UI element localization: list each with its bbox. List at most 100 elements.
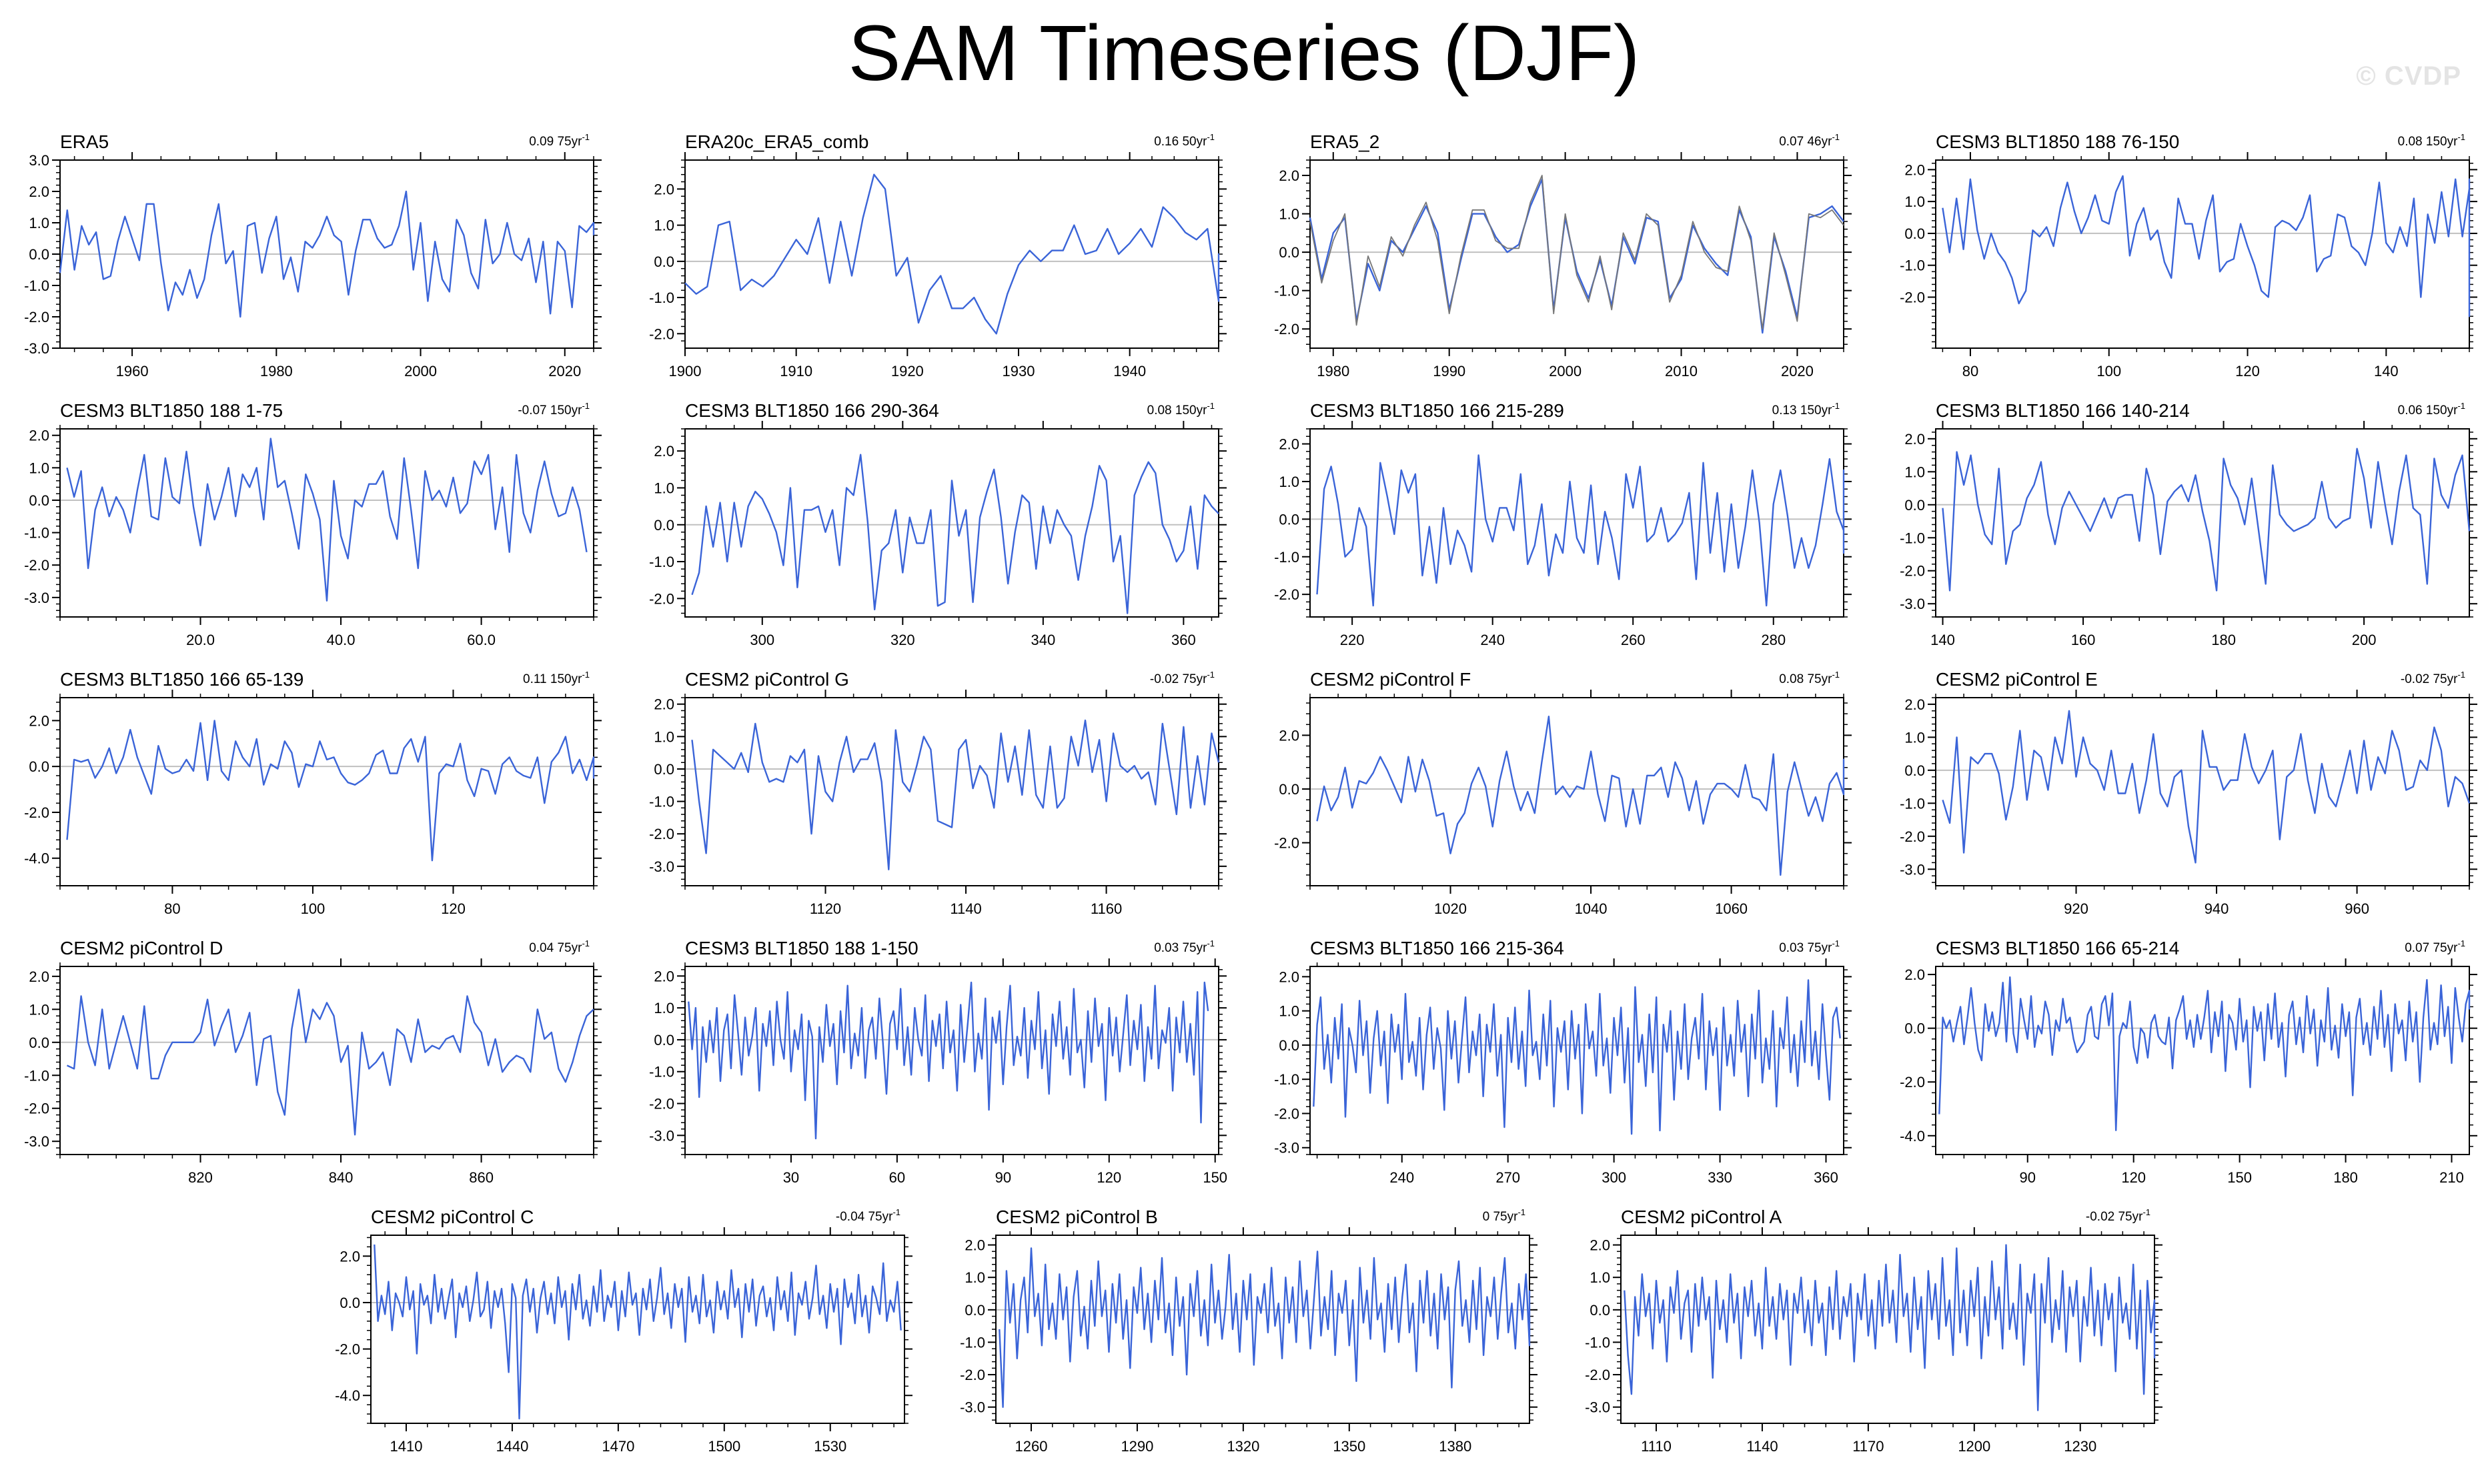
panel-trend: 0.11 150yr-1 <box>523 670 590 686</box>
y-tick-label: -4.0 <box>24 850 49 867</box>
y-tick-label: 0.0 <box>654 761 674 778</box>
y-tick-label: 2.0 <box>29 428 49 444</box>
trend-exponent: -1 <box>2457 401 2465 411</box>
x-tick-label: 2020 <box>548 363 581 380</box>
x-tick-label: 1350 <box>1333 1438 1365 1455</box>
panel-title: CESM2 piControl C <box>371 1207 534 1227</box>
panel-trend: 0.03 75yr-1 <box>1154 938 1215 955</box>
panel-title: CESM2 piControl E <box>1936 669 2098 690</box>
y-tick-label: -2.0 <box>649 826 674 842</box>
x-tick-label: 2000 <box>1549 363 1582 380</box>
x-tick-label: 140 <box>1930 632 1955 648</box>
x-tick-label: 120 <box>1097 1169 1121 1186</box>
panel-6: CESM3 BLT1850 166 290-364 0.08 150yr-1 -2.… <box>649 400 1227 648</box>
plot-frame <box>1935 697 2470 886</box>
x-tick-label: 120 <box>2121 1169 2146 1186</box>
y-tick-label: -3.0 <box>649 858 674 875</box>
y-tick-label: -3.0 <box>1900 596 1925 612</box>
x-tick-label: 120 <box>2235 363 2260 380</box>
x-tick-label: 340 <box>1031 632 1055 648</box>
trend-exponent: -1 <box>1207 670 1215 680</box>
x-tick-label: 1200 <box>1958 1438 1990 1455</box>
x-tick-label: 1140 <box>950 900 981 917</box>
y-tick-label: 3.0 <box>29 152 49 169</box>
y-tick-label: 1.0 <box>1279 474 1299 490</box>
x-tick-label: 1500 <box>708 1438 740 1455</box>
x-tick-label: 260 <box>1621 632 1646 648</box>
x-tick-label: 240 <box>1480 632 1505 648</box>
y-tick-label: -2.0 <box>1274 321 1299 337</box>
plot-frame <box>59 966 594 1155</box>
y-tick-label: -1.0 <box>649 554 674 570</box>
trend-exponent: -1 <box>1832 670 1840 680</box>
trend-exponent: -1 <box>582 132 590 142</box>
y-tick-label: 2.0 <box>1590 1237 1610 1254</box>
y-tick-label: 2.0 <box>654 968 674 984</box>
plot-frame <box>1935 966 2470 1155</box>
y-tick-label: 2.0 <box>654 696 674 713</box>
x-tick-label: 820 <box>188 1169 213 1186</box>
x-tick-label: 240 <box>1389 1169 1414 1186</box>
x-tick-label: 1920 <box>891 363 924 380</box>
y-tick-label: 2.0 <box>654 181 674 197</box>
trend-exponent: -1 <box>2457 938 2465 948</box>
panel-17: CESM2 piControl C -0.04 75yr-1 -4.0 -2.0 0.0… <box>335 1207 912 1455</box>
x-tick-label: 30 <box>783 1169 799 1186</box>
panel-title: CESM2 piControl G <box>685 669 849 690</box>
y-tick-label: 0.0 <box>1279 244 1299 261</box>
x-tick-label: 1940 <box>1113 363 1146 380</box>
x-tick-label: 150 <box>2227 1169 2252 1186</box>
y-tick-label: 0.0 <box>1590 1302 1610 1319</box>
y-tick-label: 0.0 <box>1904 225 1925 242</box>
x-tick-label: 60 <box>889 1169 905 1186</box>
y-tick-label: 2.0 <box>1279 727 1299 744</box>
panel-title: CESM3 BLT1850 188 1-150 <box>685 938 918 958</box>
y-tick-label: 0.0 <box>29 1034 49 1051</box>
y-tick-label: -1.0 <box>24 1067 49 1084</box>
x-tick-label: 330 <box>1708 1169 1732 1186</box>
y-tick-label: 0.0 <box>1904 497 1925 514</box>
plot-frame <box>684 697 1219 886</box>
plot-frame <box>1935 428 2470 618</box>
panel-trend: 0.08 75yr-1 <box>1779 670 1840 686</box>
panel-trend: -0.02 75yr-1 <box>1150 670 1215 686</box>
x-tick-label: 210 <box>2439 1169 2464 1186</box>
panel-title: ERA5 <box>60 131 109 152</box>
x-tick-label: 1990 <box>1433 363 1465 380</box>
x-tick-label: 1110 <box>1641 1438 1672 1455</box>
y-tick-label: -2.0 <box>649 325 674 342</box>
panel-trend: 0.06 150yr-1 <box>2398 401 2465 418</box>
y-tick-label: -1.0 <box>649 794 674 810</box>
panel-title: CESM2 piControl D <box>60 938 223 958</box>
x-tick-label: 280 <box>1761 632 1786 648</box>
series-line-1 <box>1624 1244 2156 1411</box>
x-tick-label: 1470 <box>602 1438 634 1455</box>
plot-frame <box>684 966 1219 1155</box>
y-tick-label: -3.0 <box>1585 1399 1610 1416</box>
trend-exponent: -1 <box>1832 938 1840 948</box>
y-tick-label: 1.0 <box>1279 206 1299 223</box>
x-tick-label: 1530 <box>814 1438 846 1455</box>
x-tick-label: 1440 <box>496 1438 528 1455</box>
y-tick-label: 2.0 <box>29 712 49 729</box>
panel-trend: -0.04 75yr-1 <box>836 1207 900 1224</box>
x-tick-label: 60.0 <box>467 632 496 648</box>
panel-trend: 0.09 75yr-1 <box>529 132 590 149</box>
y-tick-label: 0.0 <box>29 758 49 775</box>
y-tick-label: 1.0 <box>1590 1269 1610 1286</box>
panel-4: CESM3 BLT1850 188 76-150 0.08 150yr-1 -2.0… <box>1900 131 2477 380</box>
y-tick-label: 0.0 <box>965 1302 985 1319</box>
x-tick-label: 120 <box>441 900 466 917</box>
panel-trend: 0.16 50yr-1 <box>1154 132 1215 149</box>
x-tick-label: 80 <box>164 900 180 917</box>
series-line-1 <box>66 720 595 862</box>
trend-exponent: -1 <box>582 670 590 680</box>
x-tick-label: 1410 <box>390 1438 423 1455</box>
y-tick-label: 2.0 <box>1279 167 1299 184</box>
x-tick-label: 1380 <box>1439 1438 1471 1455</box>
panel-18: CESM2 piControl B 0 75yr-1 -3.0 -2.0 -1.0 0.0… <box>960 1207 1537 1455</box>
y-tick-label: -2.0 <box>1274 835 1299 852</box>
y-tick-label: 2.0 <box>654 443 674 460</box>
x-tick-label: 180 <box>2211 632 2236 648</box>
panel-title: CESM3 BLT1850 166 65-214 <box>1936 938 2179 958</box>
